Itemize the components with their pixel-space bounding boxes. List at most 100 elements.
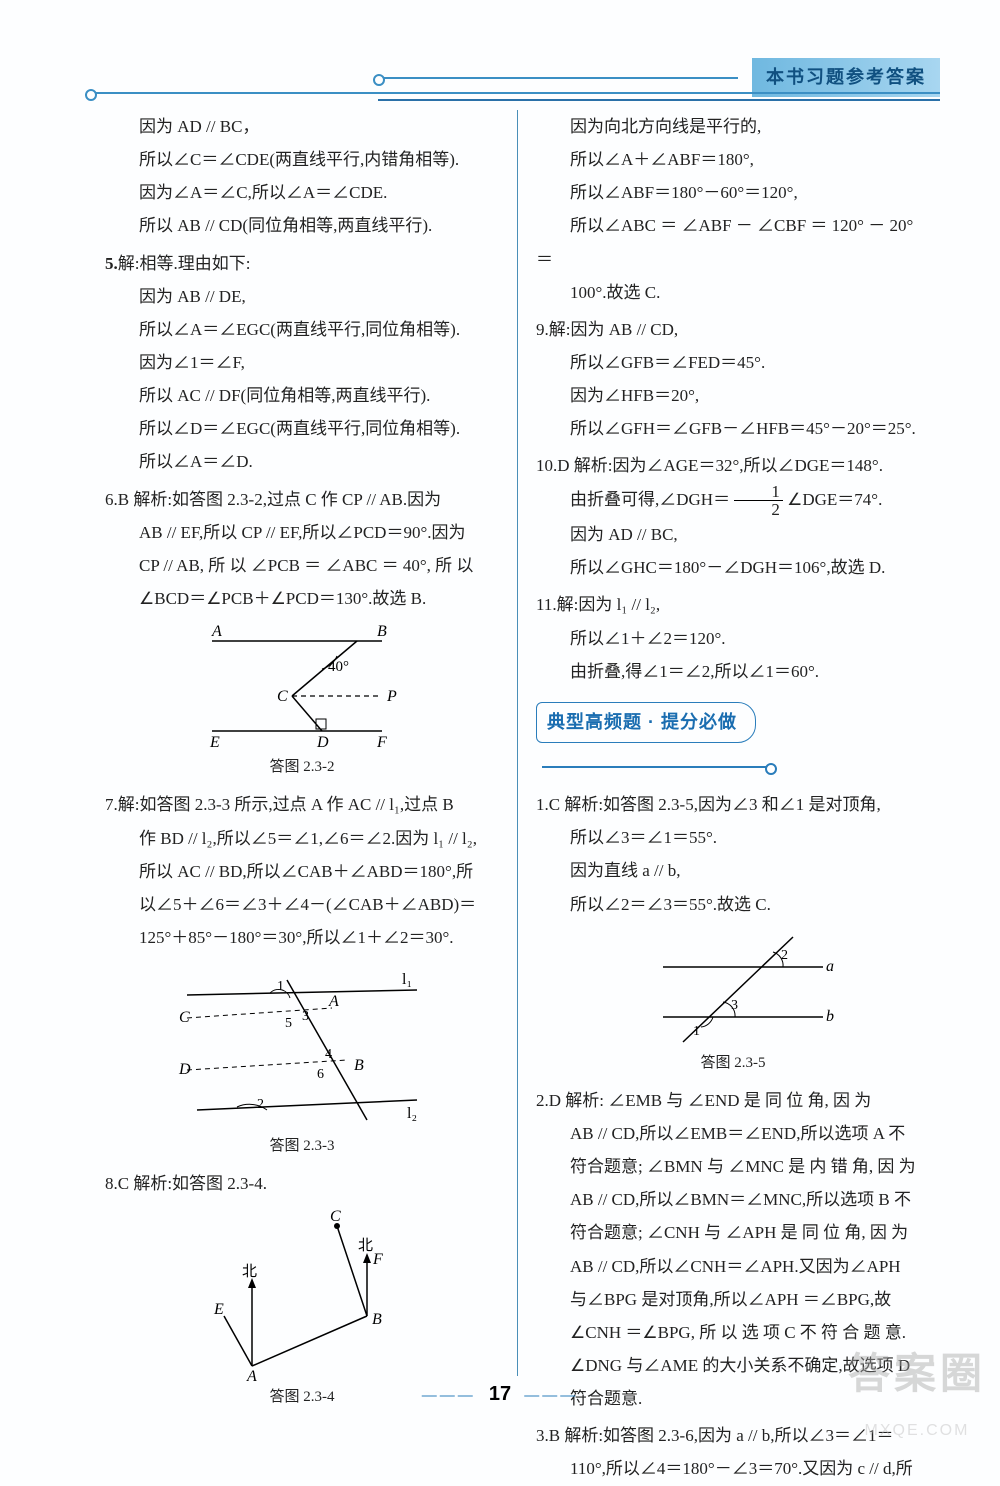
- figure-caption: 答图 2.3-5: [536, 1049, 930, 1078]
- text-line: 所以∠GFB＝∠FED＝45°.: [536, 346, 930, 379]
- text-line: 由折叠,得∠1＝∠2,所以∠1＝60°.: [536, 655, 930, 688]
- label-F: F: [372, 1251, 383, 1268]
- text-line: 所以 AB // CD(同位角相等,两直线平行).: [105, 209, 499, 242]
- label-l2: l₂: [407, 1105, 417, 1122]
- text-line: 所以∠1＋∠2＝120°.: [536, 622, 930, 655]
- watermark: 答案圈 MXQE.COM: [848, 1333, 986, 1446]
- text-line: 因为∠1＝∠F,: [105, 346, 499, 379]
- label-D: D: [178, 1061, 191, 1078]
- text-line: 因为 AD // BC,: [536, 518, 930, 551]
- numerator: 1: [734, 483, 783, 501]
- problem-10: 10.D 解析:因为∠AGE＝32°,所以∠DGE＝148°. 由折叠可得,∠D…: [536, 449, 930, 584]
- figure-2-3-2: A B 40° C P E D F: [182, 621, 422, 751]
- text-line: AB // CD,所以∠CNH＝∠APH.又因为∠APH: [536, 1250, 930, 1283]
- text-line: 与∠BPG 是对顶角,所以∠APH ＝∠BPG,故: [536, 1283, 930, 1316]
- figure-caption: 答图 2.3-3: [105, 1132, 499, 1161]
- label-l1: l₁: [402, 971, 412, 988]
- problem-5: 5.5.解:相等.理由如下:解:相等.理由如下: 因为 AB // DE, 所以…: [105, 247, 499, 479]
- denominator: 2: [734, 501, 783, 518]
- text-line: 因为 AB // DE,: [105, 280, 499, 313]
- text-line: 所以∠2＝∠3＝55°.故选 C.: [536, 888, 930, 921]
- text-line: 所以∠ABC ＝ ∠ABF － ∠CBF ＝ 120° － 20° ＝: [536, 209, 930, 275]
- text-line: AB // CD,所以∠EMB＝∠END,所以选项 A 不: [536, 1117, 930, 1150]
- text-line: 作 BD // l₂,所以∠5＝∠1,∠6＝∠2.因为 l₁ // l₂,: [105, 822, 499, 855]
- label-1: 1: [693, 1024, 700, 1039]
- label-B: B: [377, 623, 387, 640]
- label-north-2: 北: [358, 1237, 373, 1254]
- label-D: D: [316, 734, 329, 751]
- problem-11: 11.解:因为 l₁ // l₂, 所以∠1＋∠2＝120°. 由折叠,得∠1＝…: [536, 588, 930, 687]
- text-line: ∠BCD＝∠PCB＋∠PCD＝130°.故选 B.: [105, 582, 499, 615]
- text-line: 100°.故选 C.: [536, 276, 930, 309]
- text-line: 所以∠3＝∠1＝55°.: [536, 821, 930, 854]
- text-line: 所以 AC // DF(同位角相等,两直线平行).: [105, 379, 499, 412]
- label-A: A: [328, 993, 339, 1010]
- text-line: 8.C 解析:如答图 2.3-4.: [105, 1167, 499, 1200]
- text-line: 所以∠D＝∠EGC(两直线平行,同位角相等).: [105, 412, 499, 445]
- watermark-url: MXQE.COM: [848, 1415, 986, 1446]
- text-line: 所以∠A＝∠D.: [105, 445, 499, 478]
- label-P: P: [386, 688, 397, 705]
- label-E: E: [209, 734, 220, 751]
- figure-caption: 答图 2.3-2: [105, 753, 499, 782]
- figure-2-3-4: A B C E F 北 北: [172, 1206, 432, 1381]
- header-label-text: 本书习题参考答案: [766, 67, 926, 87]
- problem-7: 7.解:如答图 2.3-3 所示,过点 A 作 AC // l₁,过点 B 作 …: [105, 788, 499, 1161]
- problem-number: 5.: [105, 254, 118, 273]
- section-problem-1: 1.C 解析:如答图 2.3-5,因为∠3 和∠1 是对顶角, 所以∠3＝∠1＝…: [536, 788, 930, 1078]
- footer-deco: ———: [524, 1387, 578, 1404]
- label-F: F: [376, 734, 387, 751]
- label-b: b: [826, 1008, 834, 1025]
- text-line: 所以 AC // BD,所以∠CAB＋∠ABD＝180°,所: [105, 855, 499, 888]
- text-frag: 由折叠可得,∠DGH＝: [570, 490, 730, 509]
- label-2: 2: [257, 1097, 264, 1112]
- figure-2-3-5: a b 2 3 1: [623, 927, 843, 1047]
- text-line: 因为 AD // BC，: [105, 110, 499, 143]
- label-4: 4: [325, 1047, 332, 1062]
- text-line: AB // EF,所以 CP // EF,所以∠PCD＝90°.因为: [105, 516, 499, 549]
- text-line: 因为向北方向线是平行的,: [536, 110, 930, 143]
- text-line: 所以∠GFH＝∠GFB－∠HFB＝45°－20°＝25°.: [536, 412, 930, 445]
- label-1: 1: [277, 979, 284, 994]
- label-3: 3: [302, 1009, 309, 1024]
- right-column: 因为向北方向线是平行的, 所以∠A＋∠ABF＝180°, 所以∠ABF＝180°…: [526, 110, 940, 1376]
- label-C: C: [330, 1208, 341, 1225]
- text-line: 因为∠HFB＝20°,: [536, 379, 930, 412]
- page-number: 17: [489, 1383, 511, 1405]
- problem-9: 9.解:因为 AB // CD, 所以∠GFB＝∠FED＝45°. 因为∠HFB…: [536, 313, 930, 446]
- text-line: 11.解:因为 l₁ // l₂,: [536, 588, 930, 621]
- column-divider: [517, 110, 518, 1376]
- text-line: 符合题意; ∠CNH 与 ∠APH 是 同 位 角, 因 为: [536, 1216, 930, 1249]
- text-line: AB // CD,所以∠BMN＝∠MNC,所以选项 B 不: [536, 1183, 930, 1216]
- text-line: CP // AB, 所 以 ∠PCB ＝ ∠ABC ＝ 40°, 所 以: [105, 549, 499, 582]
- text-line: 1.C 解析:如答图 2.3-5,因为∠3 和∠1 是对顶角,: [536, 788, 930, 821]
- section-head-label: 典型高频题 · 提分必做: [536, 702, 756, 743]
- text-line: 6.B 解析:如答图 2.3-2,过点 C 作 CP // AB.因为: [105, 483, 499, 516]
- section-heading: 典型高频题 · 提分必做: [536, 688, 930, 784]
- text-line: 110°,所以∠4＝180°－∠3＝70°.又因为 c // d,所: [536, 1452, 930, 1485]
- left-column: 因为 AD // BC， 所以∠C＝∠CDE(两直线平行,内错角相等). 因为∠…: [95, 110, 509, 1376]
- label-north-1: 北: [242, 1263, 257, 1280]
- figure-2-3-3: l₁ l₂ C D A B 1 3 5 4 6 2: [157, 960, 447, 1130]
- text-line: 所以∠C＝∠CDE(两直线平行,内错角相等).: [105, 143, 499, 176]
- label-5: 5: [285, 1016, 292, 1031]
- label-a: a: [826, 958, 834, 975]
- footer-deco: ———: [422, 1387, 476, 1404]
- text-line: 所以∠GHC＝180°－∠DGH＝106°,故选 D.: [536, 551, 930, 584]
- text-line: 9.解:因为 AB // CD,: [536, 313, 930, 346]
- text-line: 2.D 解析: ∠EMB 与 ∠END 是 同 位 角, 因 为: [536, 1084, 930, 1117]
- text-line: 因为∠A＝∠C,所以∠A＝∠CDE.: [105, 176, 499, 209]
- text-line: 所以∠A＝∠EGC(两直线平行,同位角相等).: [105, 313, 499, 346]
- label-angle: 40°: [328, 659, 349, 675]
- fraction: 1 2: [734, 483, 783, 518]
- header-rule: [378, 77, 738, 79]
- label-A: A: [211, 623, 222, 640]
- text-frag: ∠DGE＝74°.: [787, 490, 882, 509]
- text-line: 所以∠A＋∠ABF＝180°,: [536, 143, 930, 176]
- text-line: 以∠5＋∠6＝∠3＋∠4－(∠CAB＋∠ABD)＝: [105, 888, 499, 921]
- label-E: E: [213, 1301, 224, 1318]
- label-C: C: [277, 688, 288, 705]
- watermark-text: 答案圈: [848, 1333, 986, 1415]
- problem-6: 6.B 解析:如答图 2.3-2,过点 C 作 CP // AB.因为 AB /…: [105, 483, 499, 783]
- content-columns: 因为 AD // BC， 所以∠C＝∠CDE(两直线平行,内错角相等). 因为∠…: [95, 110, 940, 1376]
